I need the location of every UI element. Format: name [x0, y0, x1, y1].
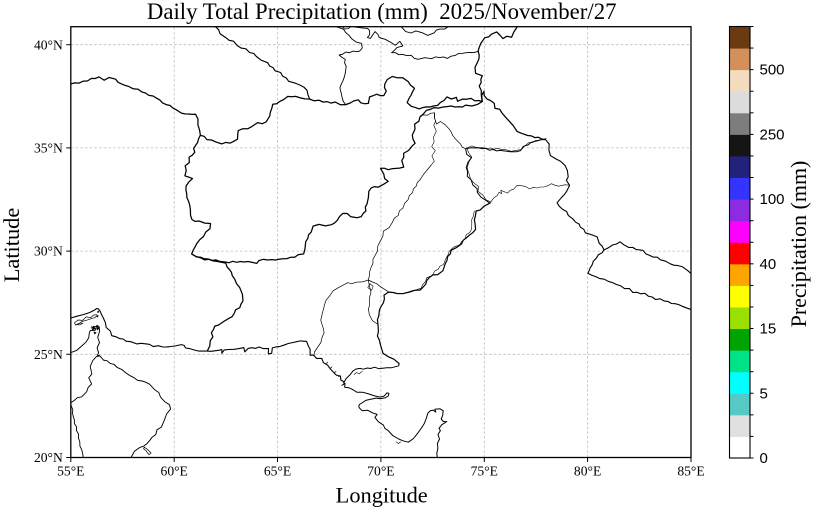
svg-text:Longitude: Longitude [336, 483, 428, 508]
svg-text:500: 500 [760, 62, 785, 79]
svg-text:65°E: 65°E [264, 464, 291, 479]
svg-text:Latitude: Latitude [0, 208, 24, 283]
svg-text:15: 15 [760, 321, 777, 338]
svg-text:20°N: 20°N [34, 450, 63, 465]
svg-text:60°E: 60°E [161, 464, 188, 479]
svg-text:Precipitation (mm): Precipitation (mm) [786, 161, 811, 328]
svg-text:40: 40 [760, 256, 777, 273]
svg-text:Daily Total Precipitation (mm): Daily Total Precipitation (mm) 2025/Nove… [147, 0, 617, 24]
svg-text:100: 100 [760, 191, 785, 208]
svg-text:25°N: 25°N [34, 347, 63, 362]
svg-text:0: 0 [760, 450, 768, 467]
svg-text:40°N: 40°N [34, 37, 63, 52]
svg-text:55°E: 55°E [57, 464, 84, 479]
svg-text:35°N: 35°N [34, 141, 63, 156]
svg-text:80°E: 80°E [574, 464, 601, 479]
svg-text:75°E: 75°E [471, 464, 498, 479]
svg-text:70°E: 70°E [367, 464, 394, 479]
svg-text:30°N: 30°N [34, 244, 63, 259]
svg-text:250: 250 [760, 126, 785, 143]
svg-text:85°E: 85°E [677, 464, 704, 479]
svg-text:5: 5 [760, 385, 768, 402]
